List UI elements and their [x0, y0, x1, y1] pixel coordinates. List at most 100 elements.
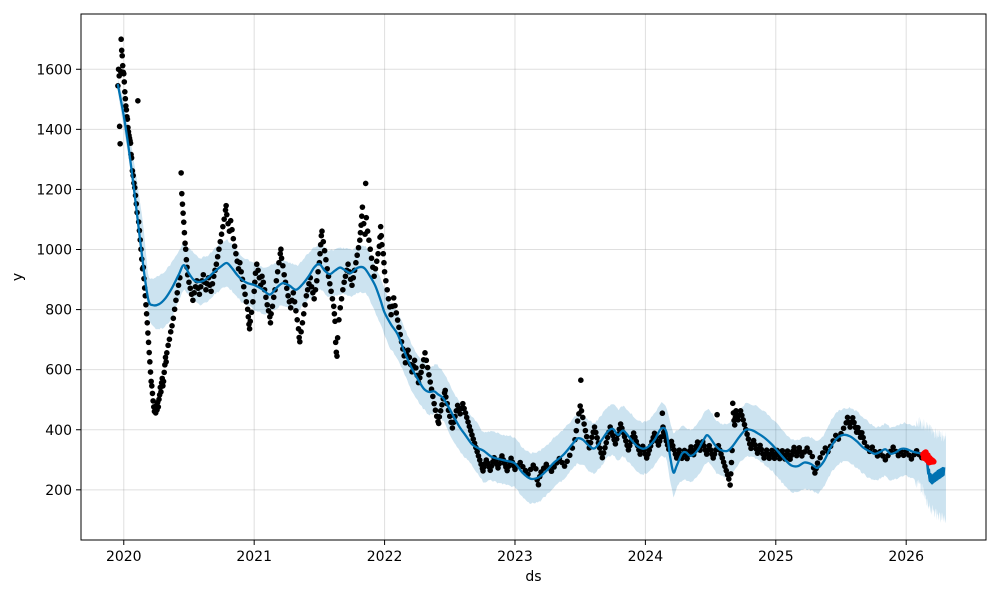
observation-point — [135, 98, 141, 104]
observation-point — [745, 436, 752, 442]
observation-point — [180, 219, 187, 225]
observation-point — [222, 207, 229, 213]
observation-point — [229, 226, 235, 233]
observation-point — [217, 238, 224, 245]
observation-point — [437, 408, 444, 414]
observation-point — [432, 407, 439, 414]
observation-point — [496, 460, 503, 467]
observation-point — [723, 467, 730, 474]
observation-point — [446, 413, 453, 420]
observation-point — [462, 410, 469, 416]
tick-labels: 2020 2021 2022 2023 2024 2025 2026 200 400 600 800… — [36, 62, 924, 565]
observation-point — [454, 402, 461, 409]
trend-path — [116, 83, 929, 481]
observation-point — [147, 359, 153, 365]
observation-point — [626, 442, 633, 449]
observation-point — [728, 471, 734, 477]
observation-point — [200, 271, 207, 278]
observation-point — [121, 79, 128, 85]
observation-point — [784, 448, 791, 454]
observation-point — [385, 295, 392, 302]
observation-point — [381, 259, 387, 266]
observation-point — [908, 456, 915, 462]
y-tick-label-400: 400 — [45, 423, 72, 439]
observation-point — [517, 459, 523, 466]
observation-point — [208, 288, 214, 295]
observation-point — [357, 237, 363, 243]
observation-point — [162, 354, 169, 361]
observation-point — [349, 282, 355, 289]
observation-point — [341, 279, 347, 286]
observation-point — [116, 73, 123, 79]
observation-point — [431, 400, 437, 407]
observation-point — [338, 295, 345, 302]
observation-point — [859, 429, 865, 436]
observation-point — [350, 274, 357, 281]
observation-point — [313, 277, 320, 284]
observation-point — [122, 89, 128, 95]
observation-point — [146, 349, 152, 356]
observation-point — [812, 470, 818, 476]
observation-point — [463, 414, 470, 421]
observation-point — [163, 359, 169, 365]
observation-point — [120, 70, 127, 77]
observation-point — [191, 289, 197, 296]
observation-point — [564, 458, 570, 465]
observation-point — [248, 309, 255, 316]
observation-point — [466, 423, 473, 430]
observation-point — [727, 482, 733, 488]
observation-point — [267, 320, 274, 326]
observation-point — [323, 256, 329, 263]
observation-point — [613, 436, 620, 442]
observation-point — [182, 246, 189, 253]
observation-point — [231, 243, 238, 250]
observation-point — [461, 405, 467, 412]
observation-point — [602, 444, 608, 451]
observation-point — [357, 229, 364, 236]
observation-point — [319, 228, 325, 234]
observation-point — [149, 390, 156, 397]
observation-point — [203, 286, 209, 293]
observation-point — [209, 280, 216, 287]
observation-point — [332, 339, 339, 346]
observation-point — [733, 408, 739, 414]
observation-point — [164, 350, 170, 356]
observation-point — [413, 365, 419, 371]
observation-point — [603, 439, 610, 446]
observation-point — [470, 436, 477, 442]
observation-point — [355, 244, 362, 251]
x-tick-label-2021: 2021 — [236, 549, 272, 565]
observation-point — [245, 314, 252, 320]
observation-point — [148, 378, 154, 385]
observation-point — [750, 437, 757, 444]
observation-point — [604, 434, 611, 441]
observation-point — [318, 232, 325, 239]
observation-point — [358, 213, 365, 219]
observation-point — [117, 140, 123, 147]
observation-point — [165, 342, 171, 349]
observation-point — [119, 52, 126, 59]
y-tick-label-200: 200 — [45, 483, 72, 499]
observation-point — [533, 466, 539, 472]
y-tick-label-1200: 1200 — [36, 182, 72, 198]
observation-point — [303, 292, 310, 299]
observation-point — [378, 232, 385, 239]
observation-point — [729, 400, 736, 407]
observation-point — [844, 414, 851, 421]
x-axis-label: ds — [525, 569, 541, 585]
observation-point — [390, 295, 397, 301]
observation-point — [593, 429, 599, 436]
observation-point — [216, 246, 222, 253]
observation-point — [740, 417, 746, 423]
observation-point — [819, 450, 826, 456]
observation-point — [294, 317, 301, 323]
observation-point — [504, 467, 510, 474]
observation-point — [317, 250, 323, 257]
forecast-daily-path — [925, 459, 946, 485]
observation-point — [646, 447, 653, 453]
observation-point — [796, 444, 803, 451]
observation-point — [167, 329, 174, 335]
observation-point — [300, 311, 307, 317]
observation-point — [334, 335, 341, 341]
observation-point — [118, 47, 125, 54]
